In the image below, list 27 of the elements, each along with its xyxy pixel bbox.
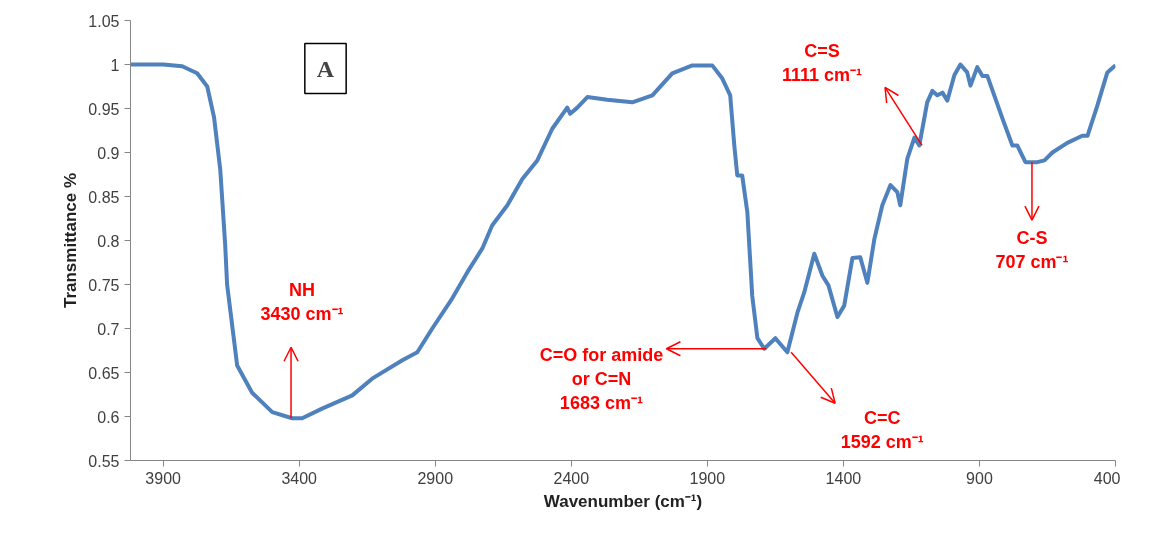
x-axis-title: Wavenumber (cm⁻¹) [543, 491, 703, 511]
annotation: C=O for amide or C=N 1683 cm⁻¹ [539, 344, 664, 413]
x-tick-label: 400 [1093, 469, 1121, 487]
y-tick-label: 0.8 [97, 232, 120, 250]
annotation: C-S 707 cm⁻¹ [995, 228, 1069, 273]
annotation: C=C 1592 cm⁻¹ [840, 408, 924, 453]
y-tick-label: 0.75 [88, 276, 120, 294]
x-tick-label: 3900 [145, 469, 182, 487]
annotation: NH 3430 cm⁻¹ [260, 280, 344, 325]
annotation: A [316, 55, 335, 82]
y-tick-label: 0.55 [88, 452, 120, 470]
y-tick-label: 0.6 [97, 408, 120, 426]
x-tick-label: 3400 [281, 469, 318, 487]
y-tick-label: 0.9 [97, 144, 120, 162]
y-tick-label: 0.65 [88, 364, 120, 382]
y-tick-label: 1.05 [88, 12, 120, 30]
annotation: C=S 1111 cm⁻¹ [782, 41, 863, 86]
y-tick-label: 0.95 [88, 100, 120, 118]
x-tick-label: 2900 [417, 469, 454, 487]
x-tick-label: 2400 [553, 469, 590, 487]
y-tick-label: 1 [110, 56, 120, 74]
y-axis-title: Transmittance % [61, 172, 81, 309]
y-tick-label: 0.7 [97, 320, 120, 338]
x-tick-label: 900 [966, 469, 993, 487]
y-tick-label: 0.85 [88, 188, 120, 206]
x-tick-label: 1900 [689, 469, 726, 487]
x-tick-label: 1400 [825, 469, 862, 487]
